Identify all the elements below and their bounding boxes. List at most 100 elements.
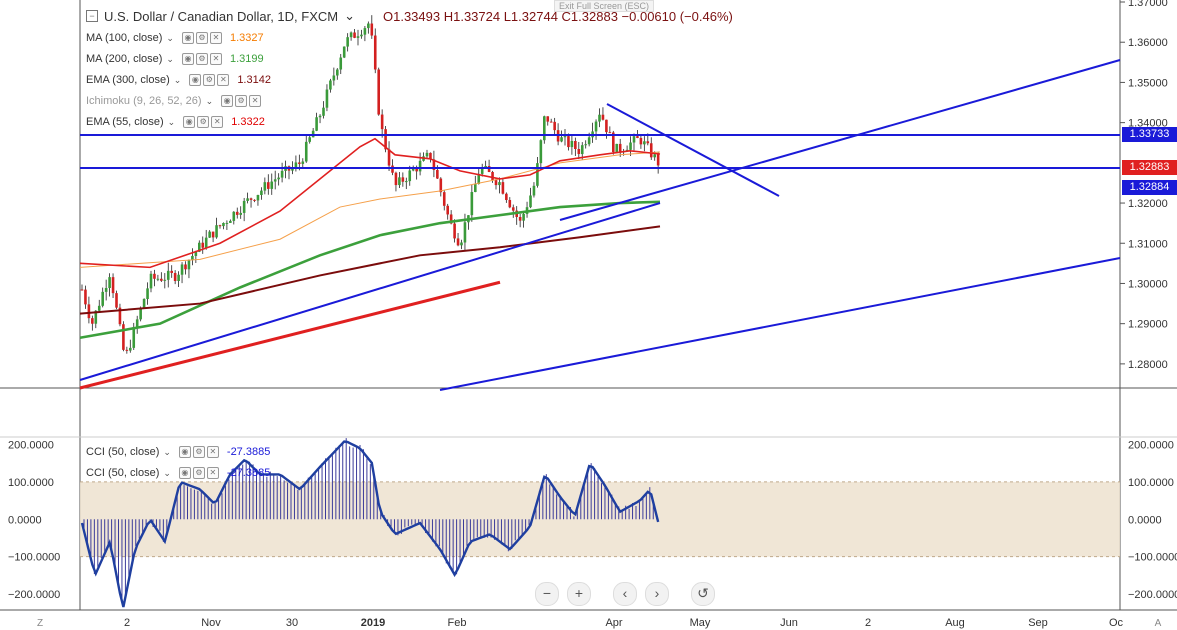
settings-icon[interactable]: ⚙ bbox=[203, 74, 216, 86]
candle-body bbox=[194, 251, 198, 256]
chevron-down-icon[interactable]: ⌄ bbox=[173, 74, 182, 85]
scroll-right-button[interactable]: › bbox=[645, 582, 669, 606]
candle-body bbox=[518, 216, 522, 221]
chevron-down-icon[interactable]: ⌄ bbox=[166, 32, 174, 43]
candle-body bbox=[470, 192, 474, 216]
exit-fullscreen-hint[interactable]: Exit Full Screen (ESC) bbox=[554, 0, 655, 12]
candle-body bbox=[629, 142, 632, 150]
settings-icon[interactable]: ⚙ bbox=[192, 446, 205, 458]
eye-icon[interactable]: ◉ bbox=[178, 467, 191, 479]
candle-body bbox=[405, 181, 408, 183]
candle-body bbox=[253, 199, 256, 201]
candle-body bbox=[263, 182, 267, 191]
indicator-label[interactable]: MA (200, close) bbox=[86, 53, 163, 65]
candle-body bbox=[339, 57, 343, 70]
indicator-label[interactable]: EMA (300, close) bbox=[86, 74, 170, 86]
candle-body bbox=[97, 305, 101, 311]
close-icon[interactable]: ✕ bbox=[211, 116, 224, 128]
eye-icon[interactable]: ◉ bbox=[181, 32, 194, 44]
eye-icon[interactable]: ◉ bbox=[181, 53, 194, 65]
candle-body bbox=[80, 289, 84, 291]
cci-label[interactable]: CCI (50, close) bbox=[86, 446, 160, 458]
reset-chart-button[interactable]: ↺ bbox=[691, 582, 715, 606]
chevron-down-icon[interactable]: ⌄ bbox=[205, 95, 214, 106]
close-icon[interactable]: ✕ bbox=[217, 74, 230, 86]
indicator-legend[interactable]: EMA (300, close) ⌄ ◉ ⚙ ✕ 1.3142 bbox=[86, 74, 271, 86]
cci-legend[interactable]: CCI (50, close) ⌄ ◉ ⚙ ✕ -27.3885 bbox=[86, 467, 270, 479]
candle-body bbox=[336, 69, 339, 76]
candle-body bbox=[156, 278, 160, 280]
time-tick-label: 30 bbox=[286, 617, 298, 629]
candle-body bbox=[304, 141, 308, 162]
candle-body bbox=[494, 180, 498, 186]
chevron-down-icon[interactable]: ⌄ bbox=[163, 446, 171, 457]
cci-value: -27.3885 bbox=[226, 467, 271, 479]
candle-body bbox=[142, 299, 146, 308]
collapse-icon[interactable]: − bbox=[86, 10, 98, 22]
candle-body bbox=[325, 89, 329, 108]
eye-icon[interactable]: ◉ bbox=[221, 95, 234, 107]
candle-body bbox=[353, 32, 356, 38]
settings-icon[interactable]: ⚙ bbox=[197, 116, 210, 128]
settings-icon[interactable]: ⚙ bbox=[192, 467, 205, 479]
candle-body bbox=[505, 193, 508, 201]
time-tick-label: Feb bbox=[448, 617, 467, 629]
chevron-down-icon[interactable]: ⌄ bbox=[167, 116, 176, 127]
scroll-left-button[interactable]: ‹ bbox=[613, 582, 637, 606]
candle-body bbox=[232, 211, 236, 221]
candle-body bbox=[508, 200, 512, 208]
candle-body bbox=[260, 190, 263, 195]
resistance-trendline bbox=[606, 103, 780, 197]
candle-body bbox=[132, 327, 136, 348]
chevron-down-icon[interactable]: ⌄ bbox=[344, 8, 355, 23]
time-tick-label: Sep bbox=[1028, 617, 1048, 629]
indicator-legend[interactable]: MA (200, close) ⌄ ◉ ⚙ ✕ 1.3199 bbox=[86, 53, 264, 65]
candle-body bbox=[125, 349, 129, 351]
candle-body bbox=[615, 143, 619, 153]
eye-icon[interactable]: ◉ bbox=[189, 74, 202, 86]
close-icon[interactable]: ✕ bbox=[209, 53, 222, 65]
eye-icon[interactable]: ◉ bbox=[178, 446, 191, 458]
candle-body bbox=[204, 237, 208, 248]
indicator-legend[interactable]: EMA (55, close) ⌄ ◉ ⚙ ✕ 1.3322 bbox=[86, 116, 265, 128]
candle-body bbox=[166, 270, 170, 280]
cci-legend[interactable]: CCI (50, close) ⌄ ◉ ⚙ ✕ -27.3885 bbox=[86, 446, 270, 458]
cci-tick-label-left: −100.0000 bbox=[8, 552, 60, 564]
candle-body bbox=[242, 200, 246, 213]
candle-body bbox=[377, 69, 380, 115]
eye-icon[interactable]: ◉ bbox=[183, 116, 196, 128]
symbol-title[interactable]: U.S. Dollar / Canadian Dollar, 1D, FXCM bbox=[104, 8, 339, 24]
close-icon[interactable]: ✕ bbox=[209, 32, 222, 44]
candle-body bbox=[480, 167, 484, 174]
indicator-legend[interactable]: MA (100, close) ⌄ ◉ ⚙ ✕ 1.3327 bbox=[86, 32, 264, 44]
zoom-out-button[interactable]: − bbox=[535, 582, 559, 606]
upper-channel-line bbox=[559, 59, 1121, 221]
indicator-legend[interactable]: Ichimoku (9, 26, 52, 26) ⌄ ◉ ⚙ ✕ bbox=[86, 95, 269, 107]
candle-body bbox=[456, 238, 460, 246]
candle-body bbox=[563, 136, 567, 138]
zoom-in-button[interactable]: + bbox=[567, 582, 591, 606]
cci-tick-label-right: −200.0000 bbox=[1128, 589, 1177, 601]
candle-body bbox=[191, 255, 194, 261]
candle-body bbox=[101, 291, 104, 306]
candle-body bbox=[553, 121, 556, 131]
indicator-label[interactable]: EMA (55, close) bbox=[86, 116, 164, 128]
settings-icon[interactable]: ⚙ bbox=[195, 53, 208, 65]
indicator-label[interactable]: Ichimoku (9, 26, 52, 26) bbox=[86, 95, 202, 107]
settings-icon[interactable]: ⚙ bbox=[195, 32, 208, 44]
candle-body bbox=[318, 115, 322, 118]
candle-body bbox=[491, 171, 494, 181]
close-icon[interactable]: ✕ bbox=[249, 95, 262, 107]
close-icon[interactable]: ✕ bbox=[206, 467, 219, 479]
cci-label[interactable]: CCI (50, close) bbox=[86, 467, 160, 479]
close-icon[interactable]: ✕ bbox=[206, 446, 219, 458]
chevron-down-icon[interactable]: ⌄ bbox=[163, 467, 171, 478]
candle-body bbox=[94, 310, 98, 324]
settings-icon[interactable]: ⚙ bbox=[235, 95, 248, 107]
candle-body bbox=[235, 211, 239, 215]
indicator-label[interactable]: MA (100, close) bbox=[86, 32, 163, 44]
candle-body bbox=[298, 162, 301, 164]
candle-body bbox=[532, 185, 536, 196]
chevron-down-icon[interactable]: ⌄ bbox=[166, 53, 174, 64]
